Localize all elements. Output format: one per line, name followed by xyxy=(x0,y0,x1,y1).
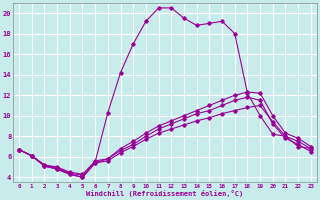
X-axis label: Windchill (Refroidissement éolien,°C): Windchill (Refroidissement éolien,°C) xyxy=(86,190,244,197)
